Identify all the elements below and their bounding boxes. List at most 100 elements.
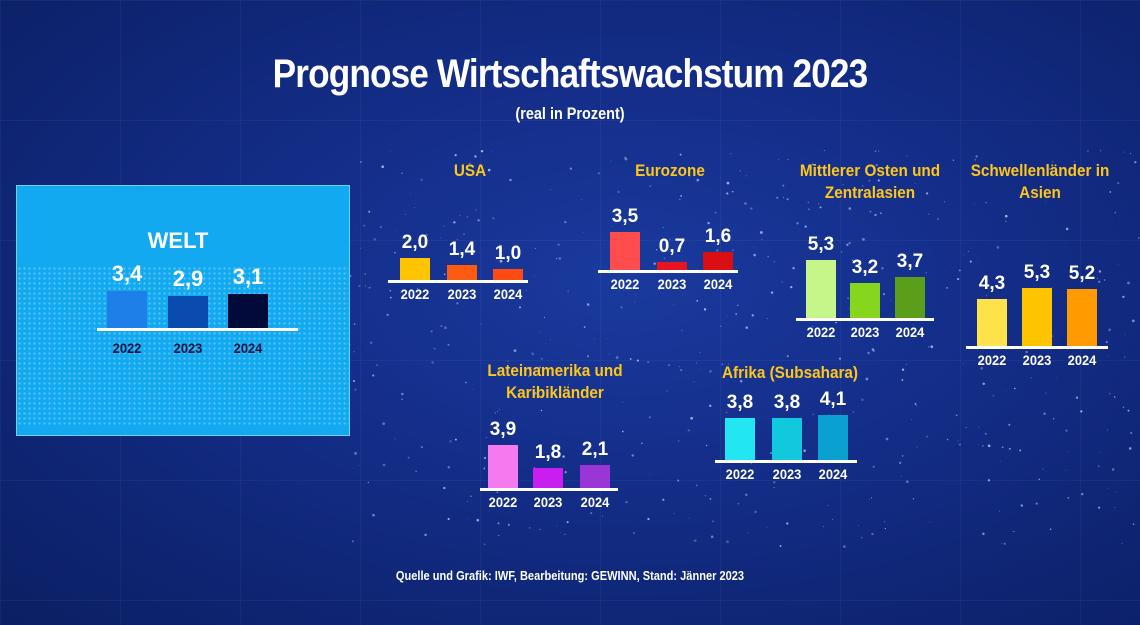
bar [818,414,848,460]
map-dot [982,382,985,386]
x-axis-line [715,460,857,463]
map-dot [862,237,865,241]
data-label: 3,5 [611,205,639,227]
map-dot [453,221,456,224]
map-dot [353,351,355,353]
map-dot [781,281,783,283]
data-label: 4,1 [819,388,847,410]
map-dot [544,451,546,453]
map-dot [786,198,789,201]
map-dot [1124,334,1126,336]
map-dot [1098,270,1102,273]
data-label: 3,2 [851,256,879,278]
map-dot [726,192,729,195]
map-dot [379,225,383,229]
map-dot [472,388,474,390]
map-dot [430,330,433,333]
map-dot [597,172,600,175]
map-dot [459,214,461,216]
map-dot [624,156,626,158]
x-axis-line [97,328,298,331]
map-dot [861,185,864,187]
map-dot [680,329,683,332]
x-tick-label: 2023 [772,466,802,482]
map-dot [914,403,917,405]
map-dot [963,254,965,256]
map-dot [1108,328,1112,332]
map-dot [901,455,904,457]
map-dot [812,326,814,327]
map-dot [1035,502,1038,505]
map-dot [730,153,732,155]
data-label: 3,7 [896,251,924,273]
map-dot [750,207,753,210]
map-dot [583,231,584,233]
map-dot [590,512,593,515]
bar [1022,287,1052,346]
map-dot [1128,447,1132,450]
x-tick-label: 2024 [818,466,848,482]
map-dot [531,352,535,356]
map-dot [1042,468,1044,470]
map-dot [885,437,889,441]
map-dot [739,379,743,383]
map-dot [704,494,707,497]
x-axis-line [966,346,1108,349]
map-dot [425,233,428,237]
map-dot [823,149,825,151]
map-dot [1106,429,1108,431]
x-tick-label: 2024 [895,324,925,340]
map-dot [440,237,442,239]
map-dot [655,249,658,251]
map-dot [1098,280,1101,283]
map-dot [680,369,683,372]
map-dot [647,361,650,364]
map-dot [687,429,690,432]
map-dot [884,521,886,523]
map-dot [752,246,754,247]
x-tick-label: 2024 [1067,352,1097,368]
map-dot [759,231,763,234]
map-dot [382,422,386,425]
map-dot [875,163,878,167]
map-dot [745,326,749,329]
map-dot [518,306,522,309]
map-dot [996,246,1000,249]
map-dot [474,155,477,158]
map-dot [1119,220,1121,222]
map-dot [1122,295,1125,298]
map-dot [848,241,851,245]
map-dot [1020,162,1022,163]
map-dot [1001,543,1002,545]
map-dot [1052,161,1054,163]
bar [580,464,610,488]
map-dot [679,198,681,201]
map-dot [509,178,512,182]
map-dot [982,445,984,447]
map-dot [761,238,763,240]
map-dot [673,512,675,514]
map-dot [1026,265,1028,267]
map-dot [367,481,369,484]
map-dot [499,259,503,263]
map-dot [1008,447,1011,450]
x-tick-label: 2023 [447,286,477,302]
map-dot [975,155,978,158]
map-dot [978,443,980,445]
map-dot [365,285,366,287]
map-dot [679,153,682,156]
map-dot [480,149,484,153]
map-dot [513,349,517,352]
bar [806,259,836,318]
map-dot [751,463,752,465]
map-dot [745,175,747,177]
map-dot [747,532,749,534]
map-dot [641,442,643,445]
map-dot [872,350,875,353]
map-dot [480,323,482,325]
map-dot [627,289,629,291]
map-dot [409,193,411,195]
map-dot [727,315,728,317]
map-dot [483,543,486,546]
map-dot [543,316,546,318]
